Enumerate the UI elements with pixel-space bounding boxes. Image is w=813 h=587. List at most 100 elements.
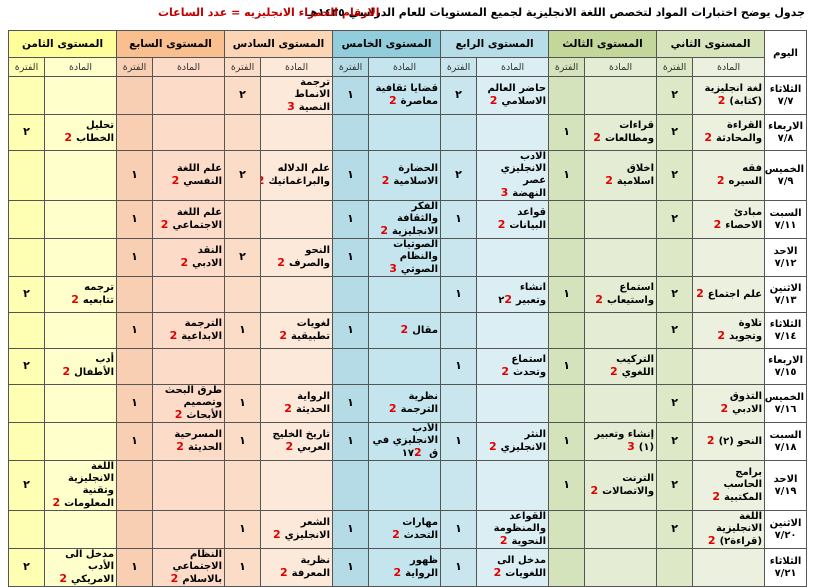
period-cell (7, 384, 46, 423)
period-cell (332, 114, 370, 151)
schedule-table: اليوم المستوى الثاني المستوى الثالث المستوى… (7, 30, 808, 587)
period-cell (224, 276, 262, 313)
day-name: الخميس (764, 391, 805, 403)
subject-cell: إنشاء وتعبير (١)3 (584, 422, 658, 461)
period: ٢ (671, 168, 678, 181)
period: ١ (347, 88, 354, 101)
period: ١ (563, 168, 570, 181)
hours: 2 (717, 329, 726, 342)
subject-cell (260, 348, 334, 385)
period-cell (224, 460, 262, 511)
subject: النقد الادبي (192, 245, 223, 269)
hours: 2 (712, 490, 721, 503)
period-cell (332, 348, 370, 385)
subject-cell: النحو (٢)2 (692, 422, 766, 461)
hours: 2 (704, 131, 713, 144)
day-name: الثلاثاء (769, 555, 802, 567)
period-cell: ١ (548, 114, 586, 151)
subject: ترجمة الانماط النصية (294, 77, 331, 114)
day-date: ٧/٢٠ (774, 529, 797, 541)
subject: علم اللغة الاجتماعي (172, 207, 223, 231)
period: ٢ (23, 478, 30, 491)
subject-cell (584, 76, 658, 115)
period-cell (7, 76, 46, 115)
period-header: الفترة (656, 57, 694, 77)
day-row: السبت ٧/١٨ النحو (٢)2 ٢ إنشاء وتعبير (١)3 ١ ال… (7, 422, 808, 461)
subject-header: المادة (584, 57, 658, 77)
subject: تلاوة وتجويد (729, 318, 763, 342)
period-cell: ١ (548, 460, 586, 511)
day-cell: الاثنين ٧/٢٠ (764, 510, 808, 549)
period-cell (440, 114, 478, 151)
subject-cell: علم اجتماع2 (692, 276, 766, 313)
subject-cell (260, 200, 334, 239)
level-header: المستوى السابع (116, 30, 226, 58)
hours: 2 (717, 94, 726, 107)
subject-cell: المسرحية الحديثة2 (152, 422, 226, 461)
subject: الأدب الانجليزي في ق ١٧ (372, 423, 439, 460)
subject-cell: أدب الأطفال2 (44, 348, 118, 385)
period-cell: ١ (332, 150, 370, 201)
hours: 2 (413, 446, 422, 459)
period: ٢ (239, 168, 246, 181)
subject: تحليل الخطاب (76, 120, 115, 144)
header-row: اليوم المستوى الثاني المستوى الثالث المستوى… (7, 30, 808, 77)
subject-cell: الحضارة الاسلامية2 (368, 150, 442, 201)
period-cell: ١ (332, 312, 370, 349)
period-cell: ١ (224, 422, 262, 461)
subject-cell: حاضر العالم الاسلامي2 (476, 76, 550, 115)
hours: 2 (59, 572, 68, 585)
subject-cell: مبادئ الاحصاء2 (692, 200, 766, 239)
period: ١ (347, 168, 354, 181)
period-cell: ١ (224, 312, 262, 349)
period-cell (224, 114, 262, 151)
hours: 2 (171, 174, 180, 187)
subject-cell: طرق البحث وتصميم الأبحاث2 (152, 384, 226, 423)
period-cell (656, 238, 694, 277)
hours: 2 (180, 256, 189, 269)
period-cell: ١ (224, 510, 262, 549)
subject-cell (152, 348, 226, 385)
subject-cell (44, 384, 118, 423)
period-cell (656, 348, 694, 385)
hours: 2 (610, 365, 618, 378)
subject: مبادئ الاحصاء (725, 207, 763, 231)
subject-cell: اللغة الانجليزية وتقنية المعلومات2 (44, 460, 118, 511)
period: ٢ (455, 88, 462, 101)
hours: 3 (389, 262, 397, 275)
subject-cell: ترجمه تتابعيه2 (44, 276, 118, 313)
period: ١ (131, 396, 138, 409)
period-cell (7, 200, 46, 239)
period-cell: ١ (440, 510, 478, 549)
period-cell (332, 460, 370, 511)
hours: 2 (277, 256, 285, 269)
period-cell (656, 548, 694, 587)
day-row: الخميس ٧/١٦ التذوق الادبي2 ٢ نظرية الترجمة2 ١… (7, 384, 808, 423)
subject-cell (44, 422, 118, 461)
day-cell: الثلاثاء ٧/٢١ (764, 548, 808, 587)
subject: الترجمة الابداعية (181, 318, 223, 342)
subject-cell: الترجمة الابداعية2 (152, 312, 226, 349)
day-row: الثلاثاء ٧/٢١ مدخل الى اللغويات2 ١ ظهور الرو… (7, 548, 808, 587)
subject-cell (368, 348, 442, 385)
period: ١ (455, 212, 462, 225)
subject-cell: الأدب الانجليزي في ق ١٧2 (368, 422, 442, 461)
note: الارقام الحمراء الانجليزيه = عدد الساعات (158, 6, 380, 19)
day-name: السبت (769, 207, 802, 219)
subject: قضايا ثقافية معاصرة (375, 83, 439, 107)
subject: التذوق الادبي (729, 391, 763, 415)
period-cell: ١ (116, 548, 154, 587)
period-cell: ١ (332, 422, 370, 461)
period-cell: ٢ (656, 200, 694, 239)
level-header: المستوى الثاني (656, 30, 766, 58)
period: ٢ (671, 396, 678, 409)
period-cell: ١ (440, 548, 478, 587)
level-header: المستوى الثامن (7, 30, 118, 58)
period: ٢ (671, 125, 678, 138)
subheader-row: المادة الفترة المادة الفترة المادة الفترة الما… (7, 57, 807, 77)
subject-cell (44, 312, 118, 349)
hours: 2 (176, 440, 184, 453)
subject-cell (368, 114, 442, 151)
hours: 2 (388, 94, 397, 107)
period-cell: ١ (224, 548, 262, 587)
